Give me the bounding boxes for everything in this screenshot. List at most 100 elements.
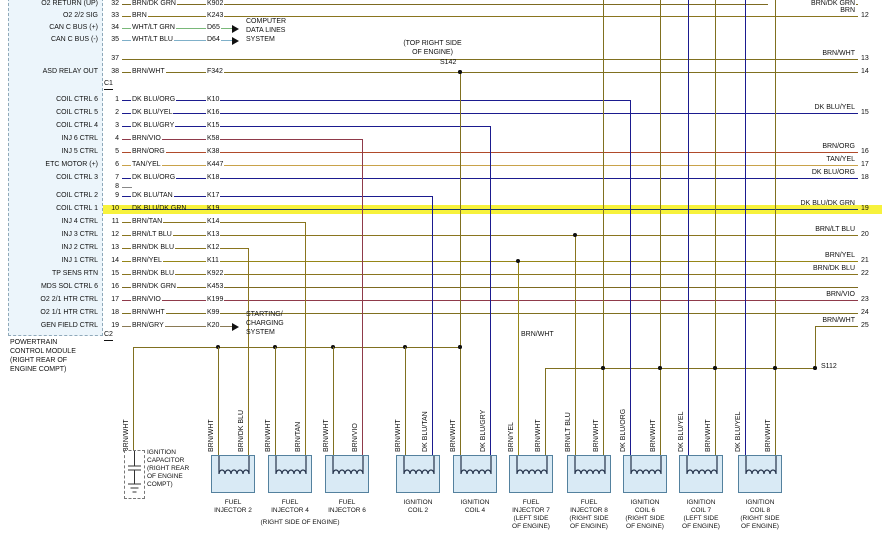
- coil-symbol-icon: [686, 456, 718, 475]
- vertical-wire-color-label: BRN/WHT: [535, 419, 542, 452]
- pin-number: 9: [115, 192, 119, 199]
- circuit-number-label: K58: [206, 135, 221, 143]
- component-caption: IGNITION: [460, 499, 490, 506]
- pcm-caption: CONTROL MODULE: [10, 348, 76, 355]
- wire-color-label: BRN/ORG: [131, 148, 166, 156]
- wire-row: [122, 126, 490, 127]
- pin-number: 34: [111, 24, 119, 31]
- system-arrow-icon: [232, 24, 239, 33]
- wire-row: [122, 100, 630, 101]
- wire-color-label: BRN: [131, 12, 148, 20]
- edge-connector-number: 17: [861, 161, 869, 168]
- circuit-number-label: K16: [206, 109, 221, 117]
- component-box: [325, 455, 369, 493]
- component-box: [679, 455, 723, 493]
- right-wire-color-label: BRN/YEL: [768, 252, 856, 260]
- junction-dot: [773, 366, 777, 370]
- component-caption: (RIGHT SIDE: [569, 515, 609, 522]
- component-caption: INJECTOR 8: [570, 507, 608, 514]
- vertical-wire-color-label: BRN/WHT: [450, 419, 457, 452]
- wire-row: [122, 72, 858, 73]
- wire-color-label: WHT/LT BLU: [131, 36, 174, 44]
- edge-connector-number: 21: [861, 257, 869, 264]
- pin-number: 17: [111, 296, 119, 303]
- coil-symbol-icon: [460, 456, 492, 475]
- vertical-wire-color-label: DK BLU/TAN: [422, 411, 429, 452]
- circuit-number-label: K243: [206, 12, 225, 20]
- right-wire-color-label: TAN/YEL: [768, 156, 856, 164]
- component-caption: FUEL: [224, 499, 242, 506]
- wire-row: [122, 248, 248, 249]
- bus-wire-color-label: BRN/WHT: [521, 331, 554, 338]
- circuit-number-label: K18: [206, 174, 221, 182]
- edge-connector-number: 19: [861, 205, 869, 212]
- vertical-wire: [405, 347, 406, 455]
- junction-dot: [516, 259, 520, 263]
- edge-connector-number: 15: [861, 109, 869, 116]
- wire-row: [122, 187, 132, 188]
- right-wire-color-label: BRN/LT BLU: [768, 226, 856, 234]
- pcm-pin-label: MDS SOL CTRL 6: [40, 283, 98, 290]
- system-arrow-icon: [232, 36, 239, 45]
- pcm-pin-label: TP SENS RTN: [51, 270, 98, 277]
- pcm-pin-label: COIL CTRL 4: [56, 122, 98, 129]
- vertical-wire: [630, 100, 631, 455]
- vertical-wire-color-label: BRN/WHT: [123, 419, 130, 452]
- vertical-wire: [815, 326, 816, 368]
- coil-symbol-icon: [403, 456, 435, 475]
- vertical-wire-color-label: BRN/WHT: [208, 419, 215, 452]
- coil-symbol-icon: [332, 456, 364, 475]
- junction-dot: [658, 366, 662, 370]
- pcm-pin-label: INJ 5 CTRL: [61, 148, 98, 155]
- pcm-module-box: [8, 0, 103, 336]
- component-caption: FUEL: [580, 499, 598, 506]
- component-caption: INJECTOR 2: [214, 507, 252, 514]
- wire-color-label: WHT/LT GRN: [131, 24, 176, 32]
- pin-number: 35: [111, 36, 119, 43]
- right-wire-color-label: BRN/WHT: [768, 50, 856, 58]
- circuit-number-label: K38: [206, 148, 221, 156]
- wire-row: [122, 16, 858, 17]
- component-caption: INJECTOR 7: [512, 507, 550, 514]
- wire-row: [122, 4, 858, 5]
- pcm-pin-label: INJ 2 CTRL: [61, 244, 98, 251]
- wire-row: [122, 59, 858, 60]
- junction-dot: [458, 70, 462, 74]
- pcm-pin-label: GEN FIELD CTRL: [40, 322, 98, 329]
- pin-number: 19: [111, 322, 119, 329]
- vertical-wire-color-label: BRN/WHT: [395, 419, 402, 452]
- component-caption: (LEFT SIDE: [513, 515, 549, 522]
- component-caption: IGNITION: [630, 499, 660, 506]
- wire-color-label: DK BLU/ORG: [131, 174, 177, 182]
- vertical-wire: [775, 0, 776, 455]
- asd-feed-bus: [133, 347, 460, 348]
- circuit-number-label: K99: [206, 309, 221, 317]
- pcm-pin-label: INJ 6 CTRL: [61, 135, 98, 142]
- coil-symbol-icon: [516, 456, 548, 475]
- component-caption: FUEL: [338, 499, 356, 506]
- system-name: CHARGING: [246, 320, 284, 327]
- vertical-wire-color-label: DK BLU/ORG: [620, 408, 627, 452]
- pin-number: 4: [115, 135, 119, 142]
- ignition-capacitor: [124, 450, 145, 499]
- pcm-pin-label: COIL CTRL 1: [56, 205, 98, 212]
- edge-connector-number: 23: [861, 296, 869, 303]
- vertical-wire-color-label: BRN/WHT: [265, 419, 272, 452]
- vertical-wire-color-label: BRN/WHT: [593, 419, 600, 452]
- circuit-number-label: K14: [206, 218, 221, 226]
- component-caption: (RIGHT SIDE: [625, 515, 665, 522]
- pin-number: 12: [111, 231, 119, 238]
- vertical-wire-color-label: BRN/WHT: [705, 419, 712, 452]
- circuit-number-label: K453: [206, 283, 225, 291]
- pcm-pin-label: INJ 4 CTRL: [61, 218, 98, 225]
- component-caption: (RIGHT SIDE: [740, 515, 780, 522]
- wire-color-label: BRN/WHT: [131, 309, 166, 317]
- coil-symbol-icon: [218, 456, 250, 475]
- vertical-wire: [745, 0, 746, 455]
- component-caption: COIL 7: [690, 507, 712, 514]
- pcm-pin-label: INJ 1 CTRL: [61, 257, 98, 264]
- component-box: [453, 455, 497, 493]
- vertical-wire: [218, 347, 219, 455]
- circuit-number-label: K902: [206, 0, 225, 8]
- pcm-pin-label: COIL CTRL 6: [56, 96, 98, 103]
